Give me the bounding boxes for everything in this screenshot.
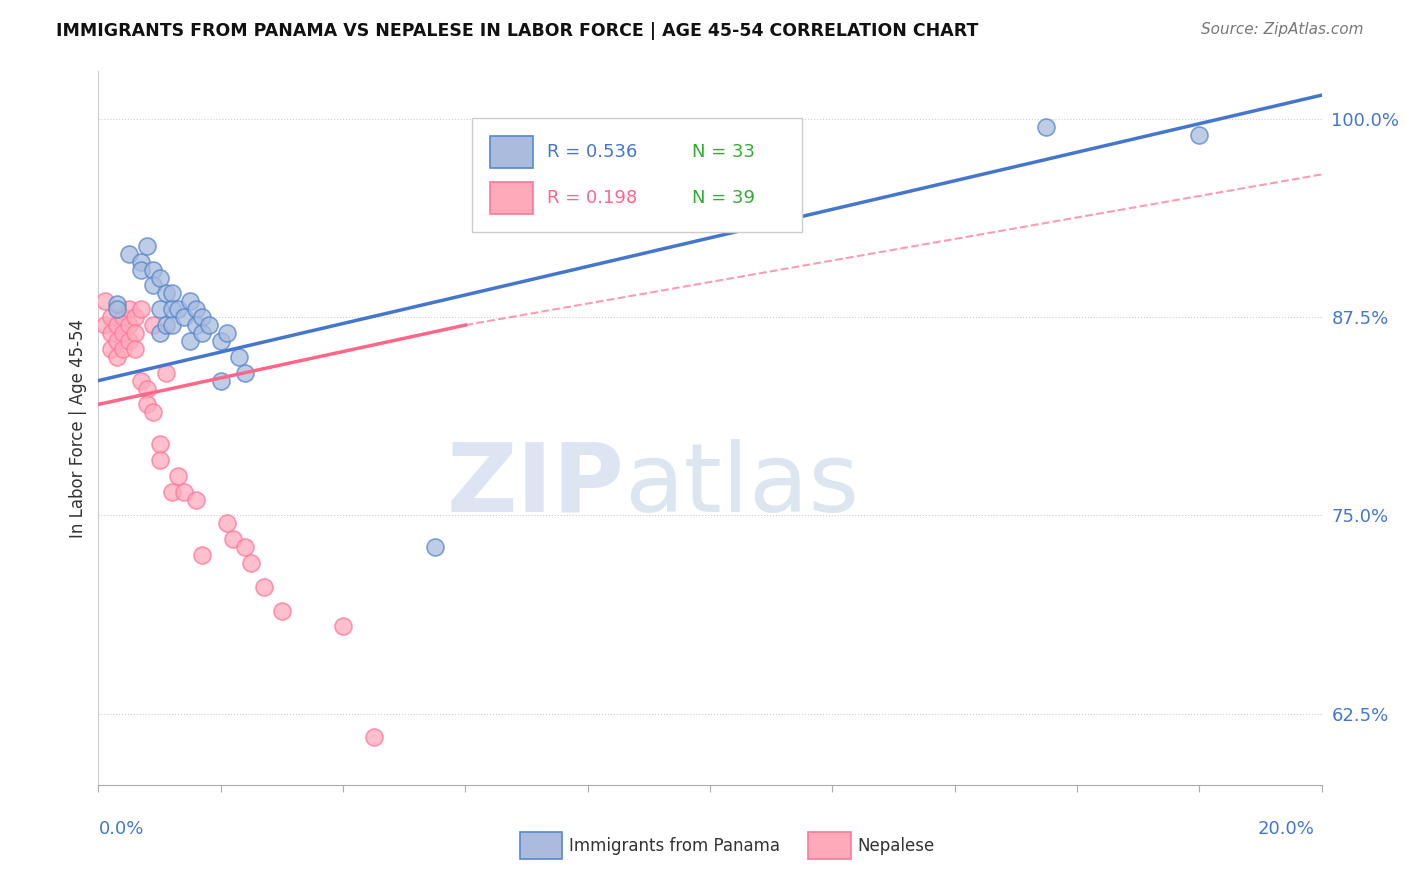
- Point: [191, 310, 214, 325]
- Point: [233, 366, 256, 380]
- Point: [1188, 128, 1211, 142]
- Text: 0.0%: 0.0%: [98, 820, 143, 838]
- Point: [209, 374, 232, 388]
- Point: [197, 318, 219, 332]
- Point: [149, 437, 172, 451]
- Text: 20.0%: 20.0%: [1258, 820, 1315, 838]
- Point: [155, 286, 177, 301]
- Point: [118, 334, 141, 348]
- Point: [215, 516, 238, 531]
- Point: [160, 302, 183, 317]
- Point: [167, 468, 190, 483]
- Point: [191, 326, 214, 340]
- Point: [142, 318, 165, 332]
- Point: [186, 318, 208, 332]
- Point: [100, 342, 122, 356]
- Point: [124, 342, 146, 356]
- Text: R = 0.536: R = 0.536: [547, 143, 638, 161]
- Point: [332, 619, 354, 633]
- Text: Immigrants from Panama: Immigrants from Panama: [569, 837, 780, 855]
- Point: [179, 334, 201, 348]
- Point: [142, 262, 165, 277]
- Point: [100, 310, 122, 325]
- Point: [252, 580, 274, 594]
- Point: [233, 540, 256, 554]
- Text: R = 0.198: R = 0.198: [547, 189, 637, 207]
- Point: [179, 294, 201, 309]
- Point: [160, 484, 183, 499]
- Point: [93, 318, 115, 332]
- Text: N = 33: N = 33: [692, 143, 755, 161]
- Point: [111, 310, 134, 325]
- Text: Nepalese: Nepalese: [858, 837, 935, 855]
- FancyBboxPatch shape: [489, 136, 533, 168]
- FancyBboxPatch shape: [471, 118, 801, 232]
- Text: atlas: atlas: [624, 439, 859, 532]
- Y-axis label: In Labor Force | Age 45-54: In Labor Force | Age 45-54: [69, 318, 87, 538]
- Point: [160, 318, 183, 332]
- Point: [186, 492, 208, 507]
- Point: [105, 318, 128, 332]
- Point: [136, 397, 159, 411]
- Point: [149, 326, 172, 340]
- Point: [167, 302, 190, 317]
- Point: [129, 254, 152, 268]
- Point: [222, 532, 245, 546]
- Text: Source: ZipAtlas.com: Source: ZipAtlas.com: [1201, 22, 1364, 37]
- Point: [149, 302, 172, 317]
- Point: [1035, 120, 1057, 134]
- Point: [155, 366, 177, 380]
- Point: [100, 326, 122, 340]
- Point: [105, 334, 128, 348]
- Point: [129, 302, 152, 317]
- Point: [173, 484, 195, 499]
- Point: [93, 294, 115, 309]
- Point: [155, 318, 177, 332]
- Point: [129, 262, 152, 277]
- Point: [215, 326, 238, 340]
- Point: [209, 334, 232, 348]
- Point: [423, 540, 446, 554]
- Point: [118, 318, 141, 332]
- Point: [142, 405, 165, 419]
- Point: [173, 310, 195, 325]
- Point: [129, 374, 152, 388]
- Text: N = 39: N = 39: [692, 189, 755, 207]
- Point: [363, 731, 385, 745]
- Point: [136, 239, 159, 253]
- Point: [160, 286, 183, 301]
- Point: [240, 556, 263, 570]
- Point: [124, 310, 146, 325]
- Point: [118, 302, 141, 317]
- Point: [105, 302, 128, 317]
- Point: [149, 453, 172, 467]
- Text: ZIP: ZIP: [447, 439, 624, 532]
- Point: [111, 342, 134, 356]
- Point: [136, 382, 159, 396]
- Text: IMMIGRANTS FROM PANAMA VS NEPALESE IN LABOR FORCE | AGE 45-54 CORRELATION CHART: IMMIGRANTS FROM PANAMA VS NEPALESE IN LA…: [56, 22, 979, 40]
- Point: [105, 350, 128, 364]
- Point: [124, 326, 146, 340]
- Point: [191, 548, 214, 562]
- Point: [270, 603, 294, 617]
- Point: [118, 246, 141, 260]
- Point: [111, 326, 134, 340]
- Point: [105, 297, 128, 311]
- Point: [228, 350, 250, 364]
- Point: [142, 278, 165, 293]
- FancyBboxPatch shape: [489, 182, 533, 214]
- Point: [186, 302, 208, 317]
- Point: [149, 270, 172, 285]
